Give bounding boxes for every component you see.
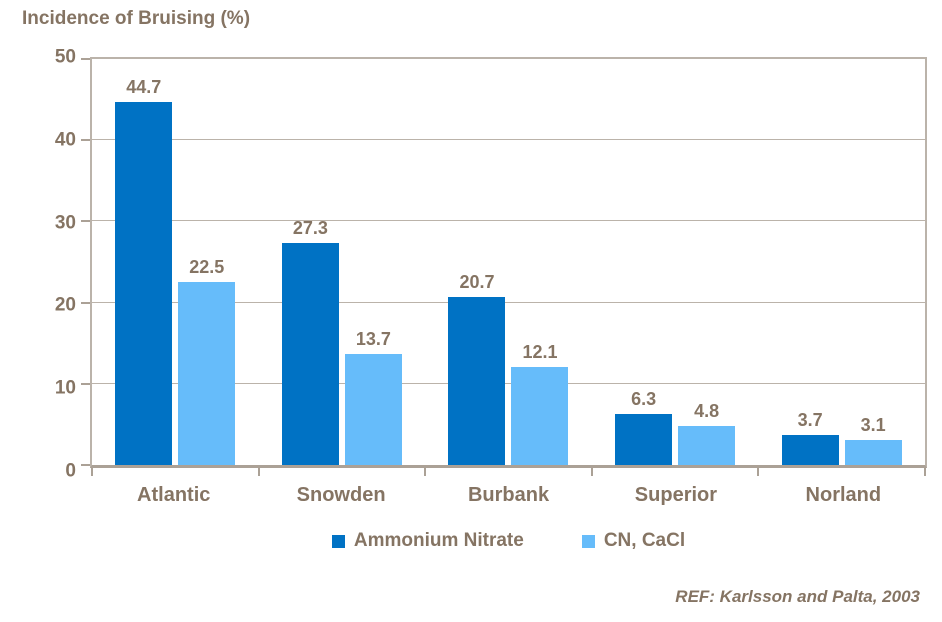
chart-title: Incidence of Bruising (%) [22,8,251,29]
bar-groups-layer: 44.7 22.5 27.3 13.7 20.7 12.1 6.3 4.8 3.7 3.1 [92,59,925,465]
bar-unit: 6.3 [615,59,673,465]
bar-group: 6.3 4.8 [592,59,759,465]
bar [281,243,339,465]
bar-unit: 20.7 [448,59,506,465]
bar [178,282,236,465]
reference-citation: REF: Karlsson and Palta, 2003 [675,587,920,606]
bar-unit: 4.8 [678,59,736,465]
legend-swatch [581,534,595,548]
x-axis-tick [91,468,93,476]
x-axis-tick [590,468,593,476]
x-axis-tick [924,468,926,476]
bar-value-label: 6.3 [631,388,657,409]
y-axis-tick [81,220,90,223]
bar-value-label: 44.7 [126,77,162,98]
bar [344,353,402,465]
bar [781,434,839,465]
bar [511,366,569,465]
x-axis-label: Atlantic [137,484,211,506]
y-axis-label: 30 [54,212,76,234]
bar-value-label: 4.8 [694,401,720,422]
legend-swatch [331,534,345,548]
legend-item: CN, CaCl [581,530,686,552]
bar [115,102,173,465]
y-axis: 0 10 20 30 40 50 [0,48,76,481]
bar-value-label: 12.1 [522,341,558,362]
bar [448,296,506,465]
gridline [92,139,925,141]
bar-unit: 22.5 [178,59,236,465]
bar-group: 27.3 13.7 [259,59,426,465]
gridline [92,220,925,222]
legend: Ammonium Nitrate CN, CaCl [90,530,927,552]
bar-value-label: 27.3 [292,218,328,239]
bar-unit: 3.1 [844,59,902,465]
y-axis-tick [81,301,90,304]
x-axis-label: Snowden [296,484,386,506]
bar [615,413,673,465]
y-axis-tick [81,139,90,142]
x-axis-label: Norland [805,484,882,506]
bar-value-label: 3.1 [860,414,886,435]
gridline [92,382,925,384]
bar [678,426,736,465]
bar-unit: 13.7 [344,59,402,465]
y-axis-tick [81,382,90,385]
bar-group: 44.7 22.5 [92,59,259,465]
bar-unit: 12.1 [511,59,569,465]
legend-label: Ammonium Nitrate [353,530,524,551]
y-axis-label: 10 [54,377,76,399]
x-axis-tick [424,468,427,476]
plot-area: 44.7 22.5 27.3 13.7 20.7 12.1 6.3 4.8 3.7 3.1 [81,57,927,476]
bar [844,439,902,465]
x-axis-label: Burbank [467,484,550,506]
gridline [92,301,925,303]
x-axis-tick [757,468,760,476]
bar-value-label: 22.5 [189,257,225,278]
legend-item: Ammonium Nitrate [331,530,524,552]
bar-unit: 44.7 [115,59,173,465]
y-axis-label: 0 [65,460,76,482]
y-axis-label: 50 [54,46,76,68]
x-axis-label: Superior [634,484,718,506]
bar-group: 3.7 3.1 [758,59,925,465]
bar-value-label: 13.7 [355,328,391,349]
y-axis-label: 20 [54,294,76,316]
legend-label: CN, CaCl [603,530,686,551]
bar-group: 20.7 12.1 [425,59,592,465]
bar-value-label: 20.7 [459,271,495,292]
bar-unit: 27.3 [281,59,339,465]
y-axis-tick [81,58,90,60]
y-axis-label: 40 [54,129,76,151]
bar-value-label: 3.7 [797,409,823,430]
bar-unit: 3.7 [781,59,839,465]
x-axis: Atlantic Snowden Burbank Superior Norland [90,484,927,507]
y-axis-tick [81,464,90,466]
x-axis-tick [257,468,260,476]
